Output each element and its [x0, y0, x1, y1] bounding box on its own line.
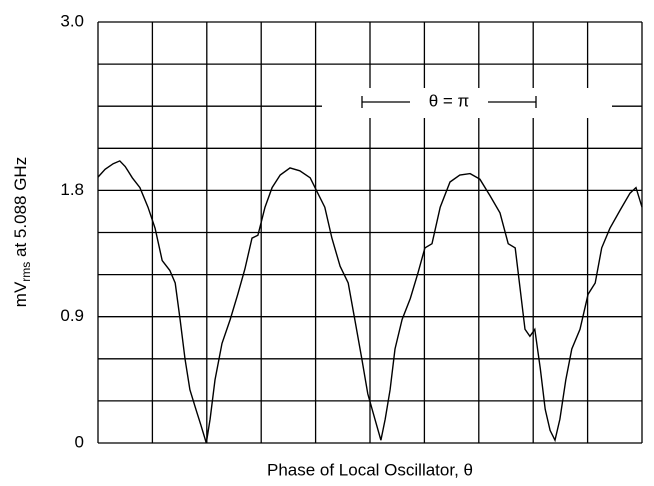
y-tick-label: 0.9 [60, 306, 84, 325]
grid [97, 21, 643, 444]
y-tick-label: 1.8 [60, 180, 84, 199]
y-label-main: mV [11, 281, 30, 307]
y-tick-label: 3.0 [60, 11, 84, 30]
x-axis-label: Phase of Local Oscillator, θ [267, 460, 473, 479]
y-label-rest: at 5.088 GHz [11, 157, 30, 262]
annotation-bracket [361, 96, 537, 108]
y-tick-label: 0 [75, 432, 84, 451]
annotation: θ = π [429, 91, 470, 110]
y-label-sub: rms [19, 262, 33, 282]
annotation-background [322, 88, 612, 118]
y-axis-label: mVrms at 5.088 GHz [11, 157, 33, 307]
data-line [97, 160, 643, 444]
